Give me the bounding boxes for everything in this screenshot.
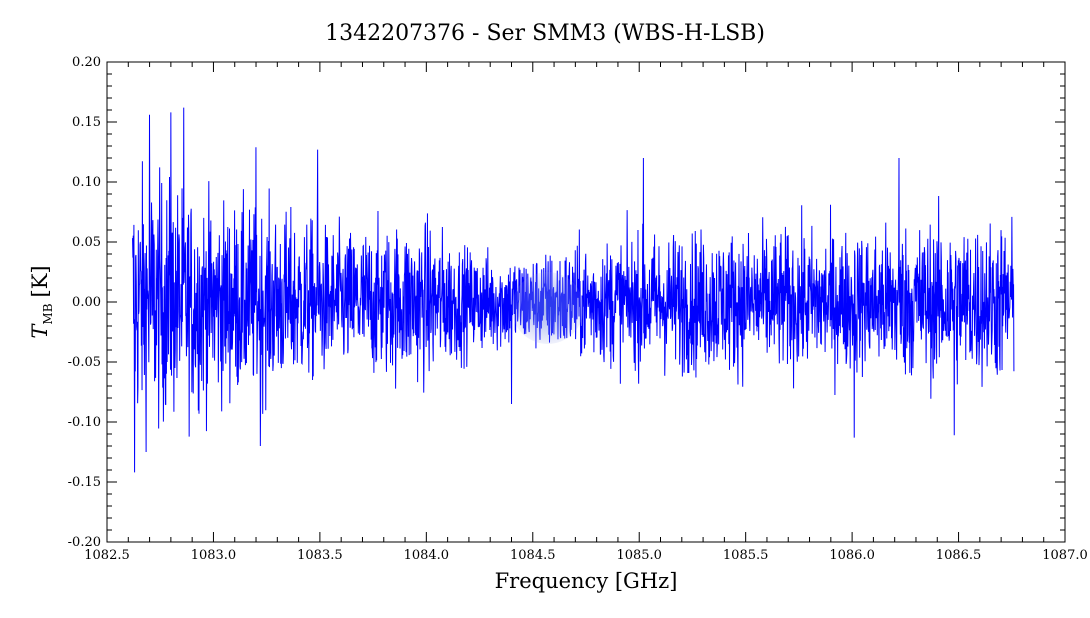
y-tick-label: -0.10 <box>68 415 101 430</box>
y-axis-symbol: T <box>28 323 52 339</box>
x-tick-label: 1085.5 <box>723 548 769 563</box>
x-tick-label: 1087.0 <box>1042 548 1088 563</box>
x-tick-label: 1085.0 <box>616 548 662 563</box>
y-tick-label: 0.10 <box>72 175 101 190</box>
y-tick-label: -0.05 <box>68 355 101 370</box>
y-axis-label: TMB [K] <box>28 265 55 338</box>
x-axis-ticks: 1082.5 1083.0 1083.5 1084.0 1084.5 1085.0 1085… <box>84 62 1088 563</box>
watermark-logo <box>511 272 584 344</box>
y-tick-label: 0.00 <box>72 295 101 310</box>
y-tick-label: -0.15 <box>68 475 101 490</box>
x-axis-label: Frequency [GHz] <box>495 569 678 593</box>
x-tick-label: 1083.0 <box>191 548 237 563</box>
x-tick-label: 1082.5 <box>84 548 130 563</box>
y-axis-unit: [K] <box>28 265 52 297</box>
x-tick-label: 1086.0 <box>829 548 875 563</box>
y-tick-label: 0.15 <box>72 115 101 130</box>
y-tick-label: -0.20 <box>68 535 101 550</box>
y-tick-label: 0.05 <box>72 235 101 250</box>
x-tick-label: 1086.5 <box>936 548 982 563</box>
y-tick-label: 0.20 <box>72 55 101 70</box>
x-tick-label: 1084.0 <box>404 548 450 563</box>
watermark-circle <box>511 272 584 344</box>
x-tick-label: 1084.5 <box>510 548 556 563</box>
y-axis-ticks: -0.20 -0.15 -0.10 -0.05 0.00 0.05 0.10 0.15 0.20 <box>68 55 1065 550</box>
y-axis-subscript: MB <box>41 303 55 324</box>
x-tick-label: 1083.5 <box>297 548 343 563</box>
chart-title: 1342207376 - Ser SMM3 (WBS-H-LSB) <box>325 21 765 46</box>
plot-area <box>106 61 1066 543</box>
